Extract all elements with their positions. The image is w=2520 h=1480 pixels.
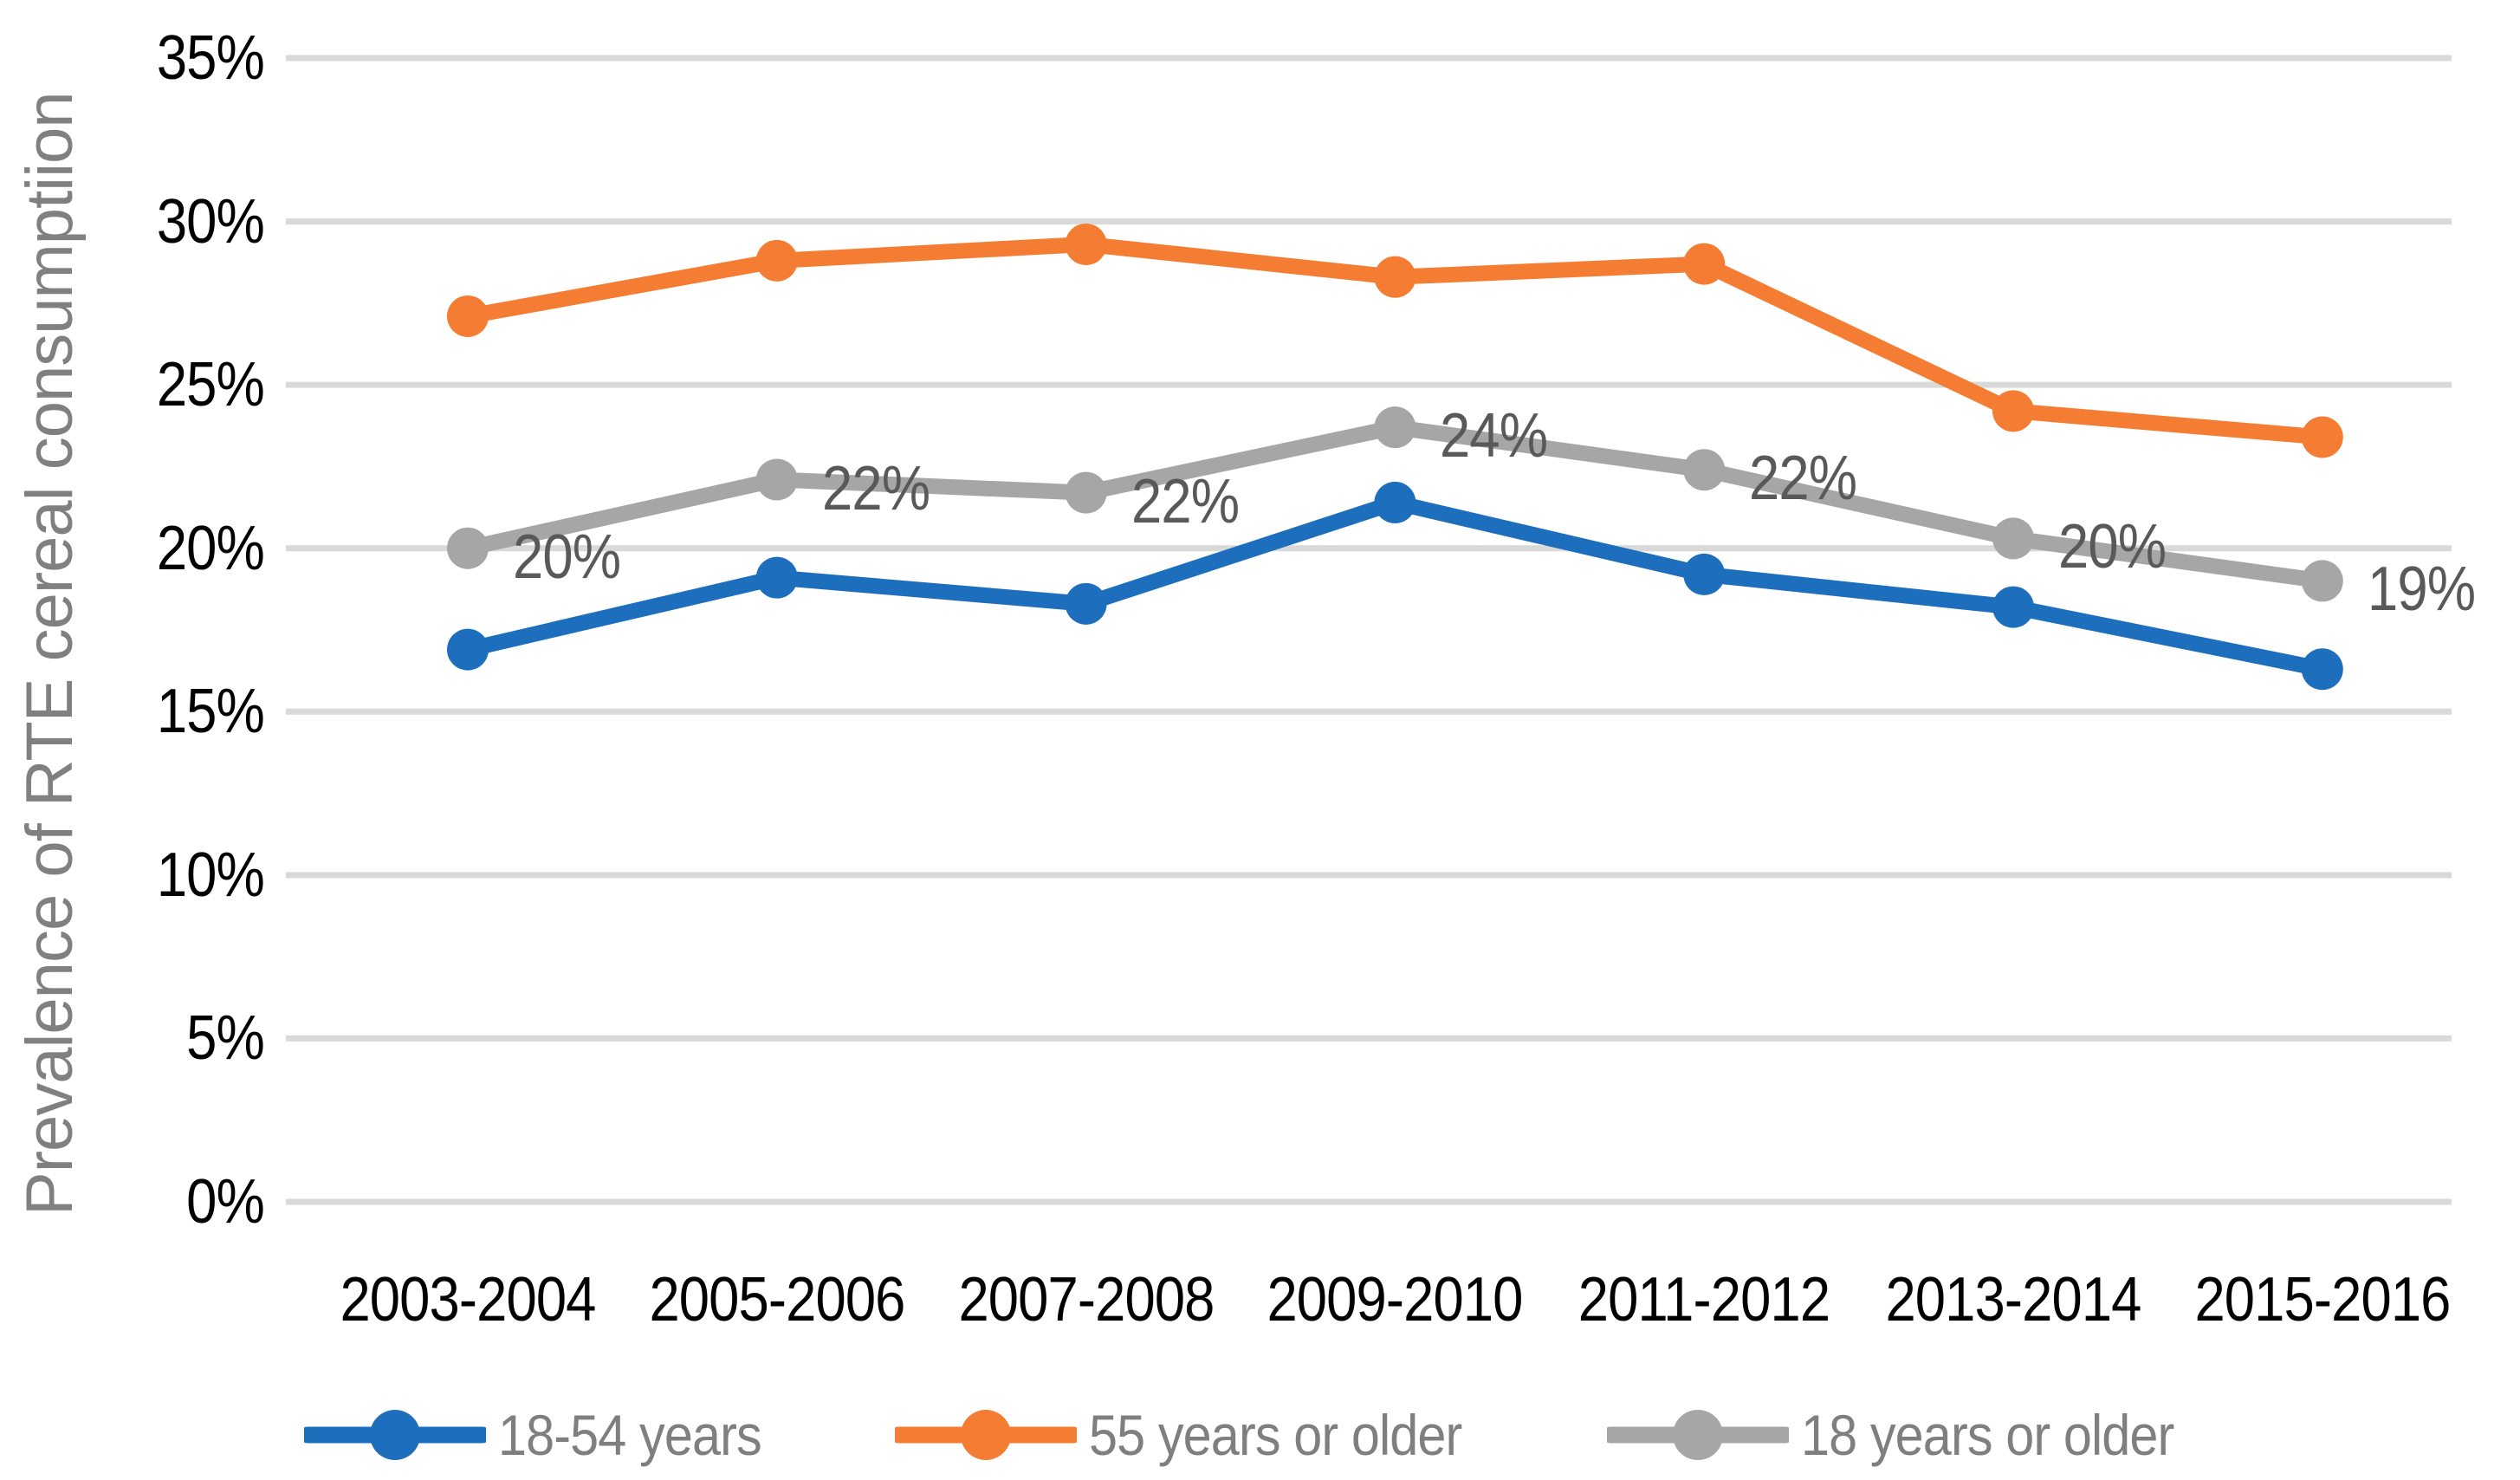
data-point-marker [447, 628, 489, 671]
data-point-marker [2301, 560, 2343, 602]
data-point-marker [755, 458, 798, 501]
data-point-marker [1065, 582, 1107, 625]
series-line [460, 494, 2330, 678]
legend-marker-icon [895, 1410, 1077, 1460]
data-point-marker [447, 527, 489, 569]
data-point-marker [1065, 223, 1107, 265]
x-tick-label: 2009-2010 [1266, 1265, 1524, 1334]
data-point-marker [1992, 517, 2034, 560]
data-point-marker [1683, 243, 1726, 285]
legend-marker-icon [304, 1410, 487, 1460]
x-tick-label: 2013-2014 [1885, 1265, 2141, 1334]
data-label: 22% [821, 453, 930, 523]
legend-item: 18 years or older [1607, 1402, 2215, 1468]
data-point-marker [2301, 416, 2343, 458]
legend-marker-icon [1607, 1410, 1790, 1460]
x-tick-label: 2005-2006 [649, 1265, 905, 1334]
legend: 18-54 years 55 years or older 18 years or … [0, 1392, 2520, 1478]
y-tick-label: 5% [186, 1003, 265, 1074]
x-tick-label: 2011-2012 [1577, 1265, 1830, 1334]
data-point-marker [1683, 553, 1726, 595]
legend-label: 18-54 years [498, 1403, 762, 1467]
y-tick-label: 30% [156, 186, 265, 256]
data-point-marker [2301, 648, 2343, 691]
data-point-marker [755, 239, 798, 282]
y-tick-label: 25% [156, 350, 265, 420]
data-point-marker [1992, 390, 2034, 432]
data-point-marker [1992, 586, 2034, 628]
data-point-marker [755, 556, 798, 599]
legend-item: 18-54 years [304, 1402, 791, 1468]
legend-item: 55 years or older [895, 1402, 1503, 1468]
x-tick-label: 2003-2004 [340, 1265, 596, 1334]
data-point-marker [1065, 471, 1107, 514]
y-tick-label: 20% [156, 513, 265, 583]
x-tick-label: 2007-2008 [958, 1265, 1215, 1334]
y-tick-label: 0% [186, 1167, 265, 1237]
data-point-marker [1374, 256, 1416, 298]
y-tick-label: 15% [156, 677, 265, 747]
data-point-marker [447, 295, 489, 337]
data-label: 22% [1130, 466, 1240, 536]
data-label: 22% [1749, 444, 1857, 514]
data-point-marker [1374, 406, 1416, 449]
x-tick-label: 2015-2016 [2194, 1265, 2451, 1334]
data-label: 20% [513, 522, 621, 592]
legend-label: 55 years or older [1089, 1403, 1462, 1467]
data-label: 24% [1440, 401, 1548, 471]
data-label: 20% [2058, 512, 2167, 582]
data-label: 19% [2367, 555, 2476, 625]
data-point-marker [1683, 449, 1726, 491]
y-tick-label: 10% [156, 840, 265, 910]
data-point-marker [1374, 481, 1416, 523]
y-tick-label: 35% [156, 23, 265, 93]
legend-label: 18 years or older [1801, 1403, 2174, 1467]
